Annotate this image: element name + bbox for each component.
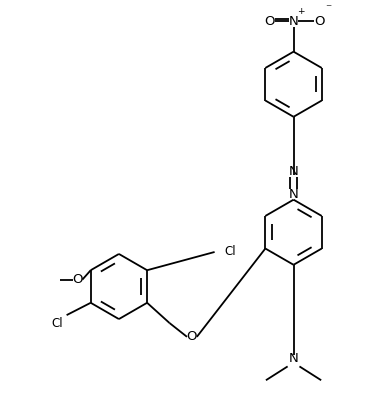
Text: O: O [264, 15, 275, 27]
Text: O: O [187, 330, 197, 343]
Text: +: + [297, 7, 304, 16]
Text: N: N [289, 15, 298, 27]
Text: Cl: Cl [52, 316, 64, 330]
Text: ⁻: ⁻ [325, 2, 331, 15]
Text: O: O [72, 273, 83, 286]
Text: O: O [314, 15, 324, 27]
Text: N: N [289, 164, 298, 178]
Text: Cl: Cl [224, 246, 236, 258]
Text: N: N [289, 352, 298, 365]
Text: N: N [289, 188, 298, 201]
